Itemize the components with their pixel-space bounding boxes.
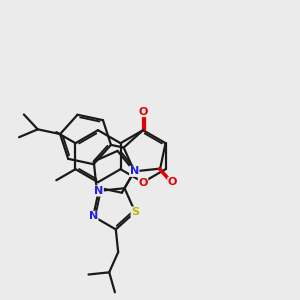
- Text: O: O: [138, 106, 148, 117]
- Text: N: N: [88, 212, 98, 221]
- Text: S: S: [131, 207, 139, 217]
- Text: N: N: [130, 166, 139, 176]
- Text: O: O: [168, 177, 177, 188]
- Text: N: N: [94, 186, 103, 196]
- Text: O: O: [138, 178, 148, 188]
